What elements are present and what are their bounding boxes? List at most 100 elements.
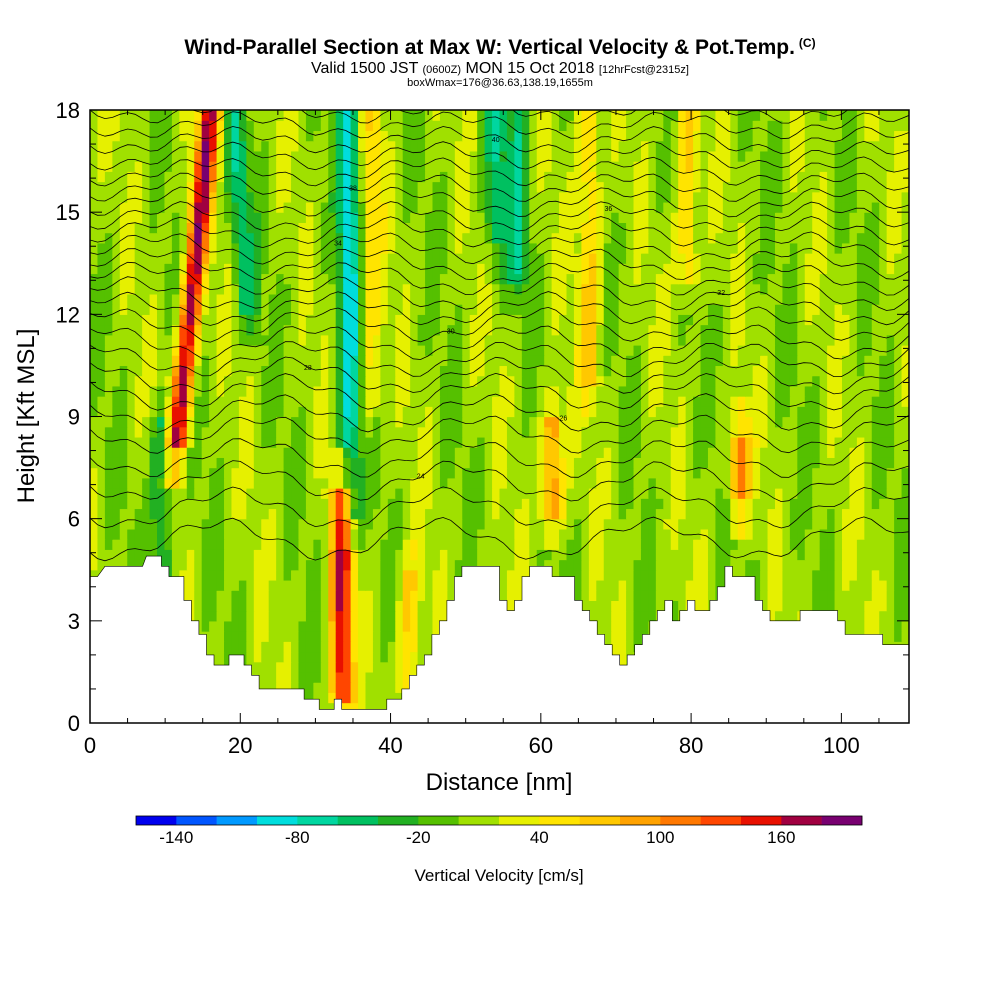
velocity-cell — [633, 579, 642, 591]
velocity-cell — [179, 375, 188, 387]
velocity-cell — [186, 539, 195, 550]
velocity-cell — [760, 488, 769, 499]
velocity-cell — [551, 447, 560, 458]
velocity-cell — [454, 559, 463, 571]
velocity-cell — [380, 355, 389, 367]
velocity-cell — [536, 385, 545, 397]
velocity-cell — [112, 436, 121, 448]
velocity-cell — [328, 590, 337, 601]
velocity-cell — [328, 253, 337, 264]
velocity-cell — [715, 528, 724, 540]
velocity-cell — [380, 324, 389, 336]
velocity-cell — [506, 498, 515, 510]
velocity-cell — [745, 508, 754, 520]
velocity-cell — [663, 559, 672, 571]
velocity-cell — [305, 477, 314, 489]
velocity-cell — [760, 385, 769, 397]
velocity-cell — [871, 579, 880, 591]
velocity-cell — [827, 518, 836, 530]
velocity-cell — [648, 304, 657, 315]
velocity-cell — [715, 396, 724, 407]
velocity-cell — [812, 426, 821, 438]
velocity-cell — [841, 355, 851, 367]
velocity-cell — [305, 457, 314, 469]
velocity-cell — [320, 334, 329, 346]
velocity-cell — [566, 518, 575, 530]
velocity-cell — [387, 375, 396, 387]
velocity-cell — [447, 477, 456, 489]
velocity-cell — [730, 416, 739, 428]
velocity-cell — [335, 447, 344, 458]
velocity-cell — [640, 396, 650, 407]
velocity-cell — [879, 283, 888, 295]
velocity-cell — [194, 590, 203, 601]
velocity-cell — [618, 355, 627, 367]
velocity-cell — [276, 528, 285, 540]
velocity-cell — [410, 518, 419, 530]
velocity-cell — [774, 549, 784, 561]
velocity-cell — [707, 324, 717, 336]
velocity-cell — [722, 508, 731, 520]
velocity-cell — [640, 365, 650, 377]
velocity-cell — [97, 314, 106, 326]
velocity-cell — [469, 355, 478, 367]
velocity-cell — [380, 590, 389, 601]
velocity-cell — [410, 477, 419, 489]
velocity-cell — [171, 304, 180, 315]
velocity-cell — [603, 569, 612, 581]
velocity-cell — [499, 304, 508, 315]
velocity-cell — [395, 539, 404, 550]
velocity-cell — [253, 477, 262, 489]
velocity-cell — [506, 539, 515, 550]
velocity-cell — [588, 600, 597, 612]
velocity-cell — [841, 426, 851, 438]
velocity-cell — [640, 498, 650, 510]
velocity-cell — [879, 406, 888, 418]
velocity-cell — [693, 406, 702, 418]
velocity-cell — [462, 436, 471, 448]
velocity-cell — [372, 518, 381, 530]
velocity-cell — [864, 375, 873, 387]
velocity-cell — [573, 344, 582, 356]
velocity-cell — [224, 273, 233, 285]
velocity-cell — [871, 600, 880, 612]
velocity-cell — [201, 528, 210, 540]
velocity-cell — [477, 518, 486, 530]
velocity-cell — [157, 314, 166, 326]
velocity-cell — [134, 365, 143, 377]
velocity-cell — [551, 385, 560, 397]
velocity-cell — [499, 467, 508, 479]
velocity-cell — [603, 610, 612, 622]
velocity-cell — [581, 600, 590, 612]
velocity-cell — [588, 569, 597, 581]
velocity-cell — [737, 324, 746, 336]
velocity-cell — [894, 396, 903, 407]
velocity-cell — [439, 283, 448, 295]
velocity-cell — [224, 447, 233, 458]
velocity-cell — [127, 549, 136, 561]
velocity-cell — [335, 436, 344, 448]
velocity-cell — [417, 467, 426, 479]
velocity-cell — [104, 549, 113, 561]
velocity-cell — [387, 344, 396, 356]
velocity-cell — [343, 488, 352, 499]
velocity-cell — [134, 528, 143, 540]
velocity-cell — [879, 467, 888, 479]
velocity-cell — [626, 344, 635, 356]
velocity-cell — [707, 416, 717, 428]
velocity-cell — [425, 416, 434, 428]
velocity-cell — [261, 539, 270, 550]
velocity-cell — [715, 477, 724, 489]
velocity-cell — [760, 528, 769, 540]
velocity-cell — [648, 477, 657, 489]
velocity-cell — [253, 334, 262, 346]
velocity-cell — [618, 375, 627, 387]
velocity-cell — [678, 600, 687, 612]
velocity-cell — [127, 559, 136, 571]
velocity-cell — [633, 334, 642, 346]
velocity-cell — [581, 365, 590, 377]
velocity-cell — [335, 293, 344, 305]
velocity-cell — [157, 457, 166, 469]
velocity-cell — [276, 447, 285, 458]
velocity-cell — [841, 477, 851, 489]
